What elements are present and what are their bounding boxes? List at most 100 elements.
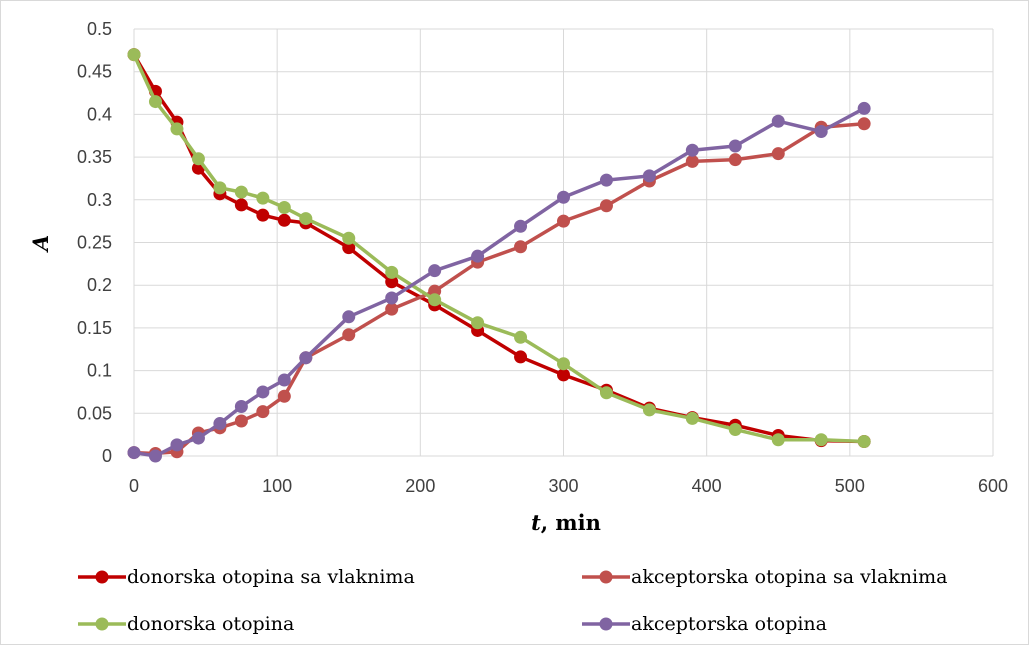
legend-label: donorska otopina bbox=[127, 613, 294, 635]
x-tick-label: 400 bbox=[692, 476, 722, 496]
data-point bbox=[148, 95, 162, 109]
x-axis-ticks: 0 100 200 300 400 500 600 bbox=[129, 476, 1008, 496]
data-point bbox=[771, 433, 785, 447]
data-point bbox=[771, 147, 785, 161]
data-point bbox=[299, 351, 313, 365]
data-point bbox=[514, 219, 528, 233]
series-line bbox=[132, 52, 866, 444]
data-point bbox=[127, 446, 141, 460]
legend-item: akceptorska otopina bbox=[582, 613, 827, 635]
data-point bbox=[514, 350, 528, 364]
legend-swatch-marker bbox=[599, 617, 613, 631]
legend-swatch-marker bbox=[95, 617, 109, 631]
data-point bbox=[170, 122, 184, 136]
data-point bbox=[191, 152, 205, 166]
y-tick-label: 0.1 bbox=[87, 361, 112, 381]
x-tick-label: 300 bbox=[548, 476, 578, 496]
legend-label: donorska otopina sa vlaknima bbox=[127, 566, 415, 588]
data-point bbox=[557, 368, 570, 382]
x-tick-label: 600 bbox=[978, 476, 1008, 496]
data-point bbox=[342, 310, 356, 324]
data-point bbox=[277, 373, 291, 387]
data-point bbox=[385, 302, 399, 316]
x-axis-title: t, min bbox=[531, 510, 601, 535]
x-tick-label: 200 bbox=[405, 476, 435, 496]
data-point bbox=[256, 191, 270, 205]
data-point bbox=[127, 48, 141, 62]
series-line bbox=[132, 106, 866, 458]
data-point bbox=[685, 154, 699, 168]
data-point bbox=[234, 198, 248, 212]
data-point bbox=[642, 169, 656, 183]
data-point bbox=[471, 249, 485, 263]
data-point bbox=[857, 117, 871, 131]
y-tick-label: 0.35 bbox=[77, 147, 112, 167]
data-point bbox=[299, 212, 313, 226]
data-point bbox=[599, 386, 613, 400]
legend-swatch-marker bbox=[599, 570, 613, 584]
data-point bbox=[428, 264, 442, 278]
y-tick-label: 0.5 bbox=[87, 19, 112, 39]
data-point bbox=[557, 357, 570, 371]
data-point bbox=[857, 434, 871, 448]
legend-label: akceptorska otopina bbox=[631, 613, 827, 635]
legend: donorska otopina sa vlaknima akceptorska … bbox=[78, 566, 947, 635]
y-tick-label: 0.45 bbox=[77, 62, 112, 82]
x-tick-label: 100 bbox=[262, 476, 292, 496]
data-point bbox=[277, 213, 291, 227]
data-point bbox=[814, 433, 828, 447]
data-point bbox=[342, 241, 356, 255]
data-point bbox=[557, 190, 570, 204]
data-point bbox=[342, 328, 356, 342]
data-point bbox=[213, 181, 227, 195]
data-point bbox=[234, 185, 248, 199]
y-tick-label: 0.2 bbox=[87, 275, 112, 295]
data-point bbox=[191, 431, 205, 445]
data-point bbox=[514, 330, 528, 344]
y-tick-label: 0.15 bbox=[77, 318, 112, 338]
data-point bbox=[277, 200, 291, 214]
data-point bbox=[234, 414, 248, 428]
data-point bbox=[557, 214, 570, 228]
y-tick-label: 0.25 bbox=[77, 233, 112, 253]
x-tick-label: 500 bbox=[835, 476, 865, 496]
data-point bbox=[385, 265, 399, 279]
y-tick-label: 0.05 bbox=[77, 403, 112, 423]
data-point bbox=[471, 316, 485, 330]
legend-label: akceptorska otopina sa vlaknima bbox=[631, 566, 947, 588]
y-tick-label: 0.4 bbox=[87, 104, 112, 124]
y-tick-label: 0 bbox=[102, 446, 112, 466]
legend-item: donorska otopina sa vlaknima bbox=[78, 566, 415, 588]
data-point bbox=[514, 240, 528, 254]
data-point bbox=[256, 385, 270, 399]
data-point bbox=[599, 173, 613, 187]
data-point bbox=[170, 438, 184, 452]
data-point bbox=[385, 275, 399, 289]
data-point bbox=[342, 231, 356, 245]
data-point bbox=[256, 208, 270, 222]
data-point bbox=[148, 449, 162, 463]
data-point bbox=[385, 291, 399, 305]
data-point bbox=[234, 399, 248, 413]
data-point bbox=[685, 411, 699, 425]
data-point bbox=[685, 143, 699, 157]
y-axis-ticks: 0 0.05 0.1 0.15 0.2 0.25 0.3 0.35 0.4 0.45 0.5 bbox=[77, 19, 112, 466]
data-point bbox=[256, 405, 270, 419]
data-point bbox=[771, 114, 785, 128]
series-group bbox=[127, 101, 871, 463]
data-point bbox=[814, 124, 828, 138]
data-point bbox=[428, 293, 442, 307]
data-point bbox=[728, 423, 742, 437]
legend-item: akceptorska otopina sa vlaknima bbox=[582, 566, 947, 588]
legend-swatch-marker bbox=[95, 570, 109, 584]
gridlines bbox=[133, 28, 994, 457]
x-tick-label: 0 bbox=[129, 476, 139, 496]
y-tick-label: 0.3 bbox=[87, 190, 112, 210]
legend-item: donorska otopina bbox=[78, 613, 294, 635]
data-point bbox=[857, 101, 871, 115]
data-point bbox=[599, 199, 613, 213]
data-point bbox=[728, 153, 742, 167]
